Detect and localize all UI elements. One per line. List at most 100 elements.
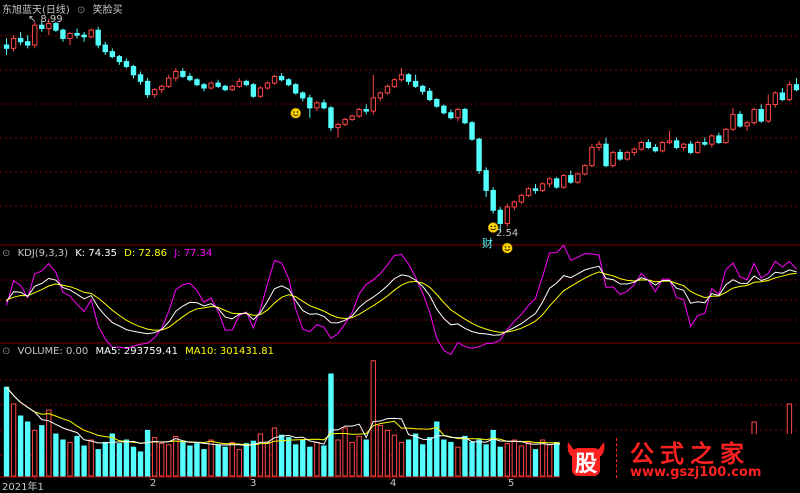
volume-bar <box>174 436 178 476</box>
candle-body <box>117 57 121 62</box>
volume-bar <box>385 430 389 476</box>
candle-body <box>562 176 566 188</box>
volume-bar <box>399 442 403 476</box>
volume-bar <box>202 450 206 476</box>
watermark-url[interactable]: www.gszj100.com <box>630 465 761 480</box>
indicator-name[interactable]: 笑脸买 <box>93 5 123 16</box>
candle-body <box>223 86 227 89</box>
candle-body <box>745 123 749 126</box>
candle-body <box>724 129 728 142</box>
candle-body <box>717 136 721 143</box>
volume-bar <box>61 440 65 476</box>
volume-bar <box>258 434 262 476</box>
candle-body <box>110 52 114 57</box>
candle-body <box>138 75 142 82</box>
volume-bar <box>103 442 107 476</box>
candle-body <box>244 81 248 84</box>
volume-bar <box>216 445 220 476</box>
kdj-toggle-icon[interactable]: ⊙ <box>2 248 10 259</box>
candle-body <box>406 75 410 82</box>
volume-bar <box>54 434 58 476</box>
volume-bar <box>505 444 509 476</box>
volume-bar <box>223 447 227 476</box>
candle-body <box>378 93 382 98</box>
volume-bar <box>286 438 290 476</box>
candle-body <box>322 103 326 108</box>
watermark-title: 公式之家 <box>630 434 750 469</box>
volume-bar <box>251 441 255 476</box>
candle-body <box>237 81 241 86</box>
volume-bar <box>301 440 305 476</box>
indicator-toggle-icon[interactable]: ⊙ <box>77 5 85 16</box>
candle-body <box>385 86 389 93</box>
volume-bar <box>237 450 241 476</box>
chart-markers <box>291 108 513 253</box>
candle-body <box>449 113 453 118</box>
smiley-eye <box>293 111 295 113</box>
candle-body <box>279 76 283 79</box>
candle-body <box>547 179 551 184</box>
smiley-buy-icon <box>291 108 301 118</box>
candle-body <box>611 152 615 165</box>
kdj-d-value: D: 72.86 <box>124 248 167 259</box>
volume-bar <box>322 446 326 476</box>
volume-bar <box>75 436 79 476</box>
candle-body <box>639 143 643 150</box>
high-price-value: 8.99 <box>40 14 62 25</box>
volume-bar <box>540 440 544 476</box>
candle-body <box>265 83 269 88</box>
volume-bar <box>420 445 424 476</box>
volume-bar <box>519 446 523 476</box>
candle-body <box>301 93 305 98</box>
volume-bar <box>181 441 185 476</box>
volume-bar <box>413 434 417 476</box>
x-axis-label-apr: 4 <box>390 478 396 489</box>
volume-bar <box>25 422 29 476</box>
candle-body <box>526 189 530 196</box>
volume-bar <box>167 445 171 476</box>
candle-body <box>554 179 558 187</box>
volume-bar <box>195 444 199 476</box>
volume-bar <box>294 445 298 476</box>
volume-bar <box>33 430 37 476</box>
candle-body <box>286 80 290 85</box>
candle-body <box>230 86 234 89</box>
volume-bar <box>315 442 319 476</box>
candle-body <box>738 114 742 126</box>
candle-body <box>498 210 502 223</box>
smiley-buy-icon <box>502 243 512 253</box>
candle-body <box>766 105 770 122</box>
volume-bar <box>47 410 51 476</box>
volume-bar <box>357 436 361 476</box>
smiley-eye <box>505 246 507 248</box>
finance-marker[interactable]: 财 <box>482 235 497 251</box>
candle-body <box>160 86 164 89</box>
candle-body <box>512 202 516 207</box>
volume-bar <box>477 440 481 476</box>
finance-marker-label[interactable]: 财 <box>482 237 493 250</box>
volume-bar <box>11 404 15 476</box>
candle-body <box>428 91 432 99</box>
high-arrow-icon: ↖ <box>28 14 36 25</box>
price-candles[interactable] <box>4 19 798 232</box>
volume-bar <box>124 440 128 476</box>
candle-body <box>167 78 171 86</box>
smiley-eye <box>508 246 510 248</box>
candle-body <box>364 109 368 111</box>
volume-bar <box>68 442 72 476</box>
volume-bar <box>392 435 396 476</box>
candle-body <box>569 176 573 183</box>
volume-title[interactable]: VOLUME: 0.00 <box>18 346 89 357</box>
candle-body <box>202 85 206 88</box>
volume-header: ⊙ VOLUME: 0.00 MA5: 293759.41 MA10: 3014… <box>2 346 278 357</box>
volume-bar <box>96 450 100 476</box>
candle-body <box>674 141 678 148</box>
candle-body <box>399 75 403 80</box>
kdj-header: ⊙ KDJ(9,3,3) K: 74.35 D: 72.86 J: 77.34 <box>2 248 216 259</box>
volume-toggle-icon[interactable]: ⊙ <box>2 346 10 357</box>
candle-body <box>491 190 495 210</box>
kdj-title[interactable]: KDJ(9,3,3) <box>18 248 68 259</box>
candle-body <box>33 25 37 45</box>
candle-body <box>209 83 213 88</box>
